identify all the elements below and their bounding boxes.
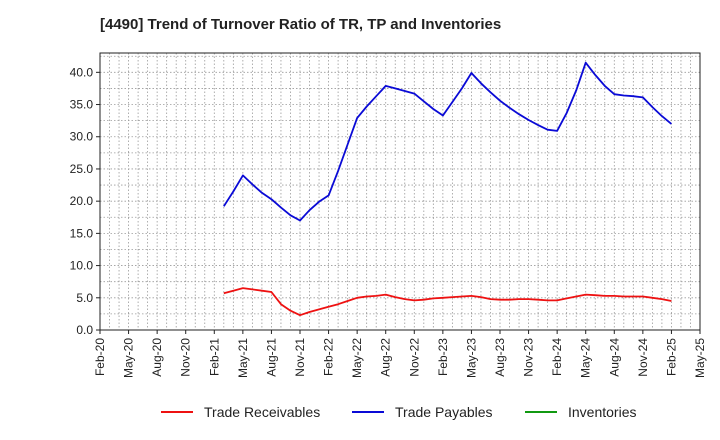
x-tick-label: Feb-23 xyxy=(436,338,450,376)
chart-title: [4490] Trend of Turnover Ratio of TR, TP… xyxy=(100,16,502,33)
legend-item-inventories: Inventories xyxy=(525,404,636,420)
x-tick-label: Nov-24 xyxy=(636,338,650,377)
x-tick-label: Aug-23 xyxy=(493,338,507,377)
axis-ticks: 0.0 5.0 10.0 15.0 20.0 25.0 30.0 35.0 40.0 Feb-20… xyxy=(70,65,707,378)
plot-frame xyxy=(99,52,701,331)
legend-swatch-inventories xyxy=(525,411,557,413)
series-line-trade-receivables xyxy=(223,287,672,317)
x-tick-label: Feb-22 xyxy=(322,338,336,376)
x-tick-label: May-20 xyxy=(122,338,136,378)
x-tick-label: Feb-21 xyxy=(207,338,221,376)
legend: Trade Receivables Trade Payables Invento… xyxy=(0,404,720,426)
x-tick-label: May-22 xyxy=(350,338,364,378)
chart-plot: 0.0 5.0 10.0 15.0 20.0 25.0 30.0 35.0 40.0 Feb-20… xyxy=(70,52,707,378)
legend-swatch-trade-receivables xyxy=(161,411,193,413)
x-tick-label: Nov-23 xyxy=(522,338,536,377)
y-tick-label: 20.0 xyxy=(70,194,94,208)
x-tick-label: May-24 xyxy=(579,338,593,378)
x-tick-label: Feb-20 xyxy=(93,338,107,376)
legend-label-trade-receivables: Trade Receivables xyxy=(204,404,321,420)
series-line-trade-payables xyxy=(223,61,672,222)
y-tick-label: 5.0 xyxy=(76,291,93,305)
y-tick-label: 10.0 xyxy=(70,259,94,273)
y-tick-label: 40.0 xyxy=(70,65,94,79)
x-tick-label: Aug-21 xyxy=(264,338,278,377)
x-tick-label: Nov-21 xyxy=(293,338,307,377)
x-tick-label: May-21 xyxy=(236,338,250,378)
x-tick-label: Aug-22 xyxy=(379,338,393,377)
x-tick-label: Feb-25 xyxy=(664,338,678,376)
legend-label-inventories: Inventories xyxy=(568,404,637,420)
legend-swatch-trade-payables xyxy=(352,411,384,413)
x-tick-label: Feb-24 xyxy=(550,338,564,376)
x-tick-label: Nov-22 xyxy=(407,338,421,377)
y-tick-label: 15.0 xyxy=(70,226,94,240)
y-tick-label: 25.0 xyxy=(70,162,94,176)
x-tick-label: Aug-24 xyxy=(607,338,621,377)
x-tick-label: Aug-20 xyxy=(150,338,164,377)
series-lines xyxy=(223,61,672,317)
legend-label-trade-payables: Trade Payables xyxy=(395,404,493,420)
y-tick-label: 30.0 xyxy=(70,130,94,144)
y-tick-label: 35.0 xyxy=(70,98,94,112)
grid-lines xyxy=(99,53,701,331)
x-tick-label: Nov-20 xyxy=(179,338,193,377)
legend-item-trade-payables: Trade Payables xyxy=(352,404,493,420)
x-tick-label: May-25 xyxy=(693,338,707,378)
legend-item-trade-receivables: Trade Receivables xyxy=(161,404,320,420)
x-tick-label: May-23 xyxy=(464,338,478,378)
y-tick-label: 0.0 xyxy=(76,323,93,337)
